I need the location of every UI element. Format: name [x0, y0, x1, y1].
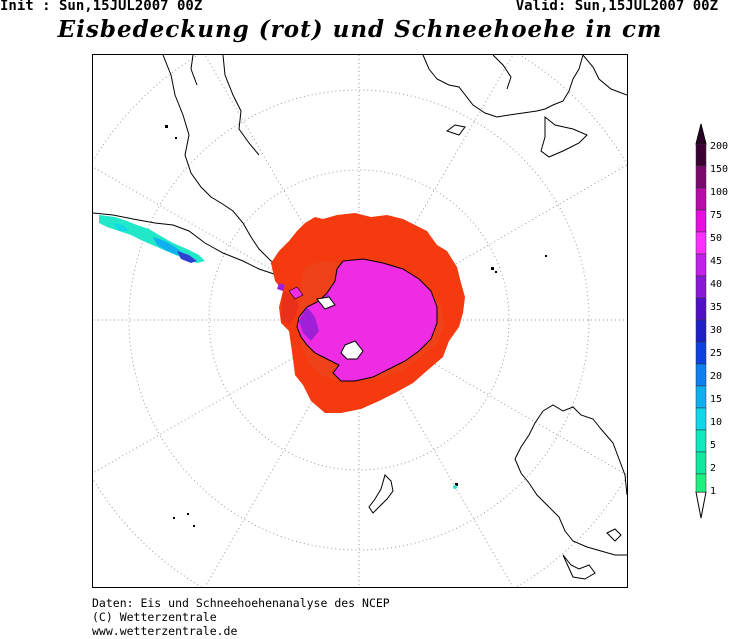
legend-label: 25	[710, 348, 723, 359]
africa-coast	[422, 55, 627, 158]
footer-url[interactable]: www.wetterzentrale.de	[92, 624, 238, 638]
legend-cell	[695, 165, 707, 189]
legend-label: 5	[710, 440, 717, 451]
legend-cell	[695, 143, 707, 167]
footer-copyright: (C) Wetterzentrale	[92, 610, 217, 624]
legend-cell	[695, 253, 707, 277]
legend-label: 40	[710, 279, 723, 290]
init-time-label: Init : Sun,15JUL2007 00Z	[0, 0, 203, 14]
polar-map	[92, 54, 628, 588]
footer-credits: Daten: Eis und Schneehoehenanalyse des N…	[92, 596, 390, 638]
valid-time-label: Valid: Sun,15JUL2007 00Z	[515, 0, 718, 14]
legend-label: 35	[710, 302, 723, 313]
legend-label: 50	[710, 233, 723, 244]
legend-cell	[695, 297, 707, 321]
legend-cell	[695, 473, 707, 493]
legend-cell	[695, 363, 707, 387]
legend-label: 150	[710, 164, 729, 175]
islands	[165, 125, 547, 527]
legend-label: 45	[710, 256, 723, 267]
legend-top-arrow	[695, 123, 707, 145]
legend-cell	[695, 451, 707, 475]
legend-label: 20	[710, 371, 723, 382]
legend-cell	[695, 275, 707, 299]
legend-label: 100	[710, 187, 729, 198]
legend-cell	[695, 385, 707, 409]
legend-cell	[695, 319, 707, 343]
legend-label: 30	[710, 325, 723, 336]
south-america-coast	[93, 55, 309, 286]
footer-data-source: Daten: Eis und Schneehoehenanalyse des N…	[92, 596, 390, 610]
legend-cell	[695, 209, 707, 233]
legend-label: 15	[710, 394, 723, 405]
australia-coast	[514, 404, 627, 580]
legend-label: 75	[710, 210, 723, 221]
andes-snow	[99, 215, 205, 263]
snow-depth-legend: 200 150 100 75 50 45 40 35 30 25 20 15 1…	[694, 122, 732, 522]
legend-colorbar	[695, 123, 707, 519]
legend-label: 2	[710, 463, 717, 474]
polar-map-canvas	[93, 55, 627, 587]
map-title: Eisbedeckung (rot) und Schneehoehe in cm	[57, 16, 663, 43]
legend-cell	[695, 231, 707, 255]
legend-label: 1	[710, 486, 717, 497]
legend-cell	[695, 407, 707, 431]
antarctica-snow	[277, 258, 438, 382]
legend-cell	[695, 429, 707, 453]
legend-bottom-arrow	[695, 491, 707, 519]
legend-cell	[695, 187, 707, 211]
new-zealand-coast	[368, 474, 394, 514]
legend-label: 10	[710, 417, 723, 428]
legend-cell	[695, 341, 707, 365]
legend-label: 200	[710, 141, 729, 152]
nz-snow	[453, 485, 457, 489]
